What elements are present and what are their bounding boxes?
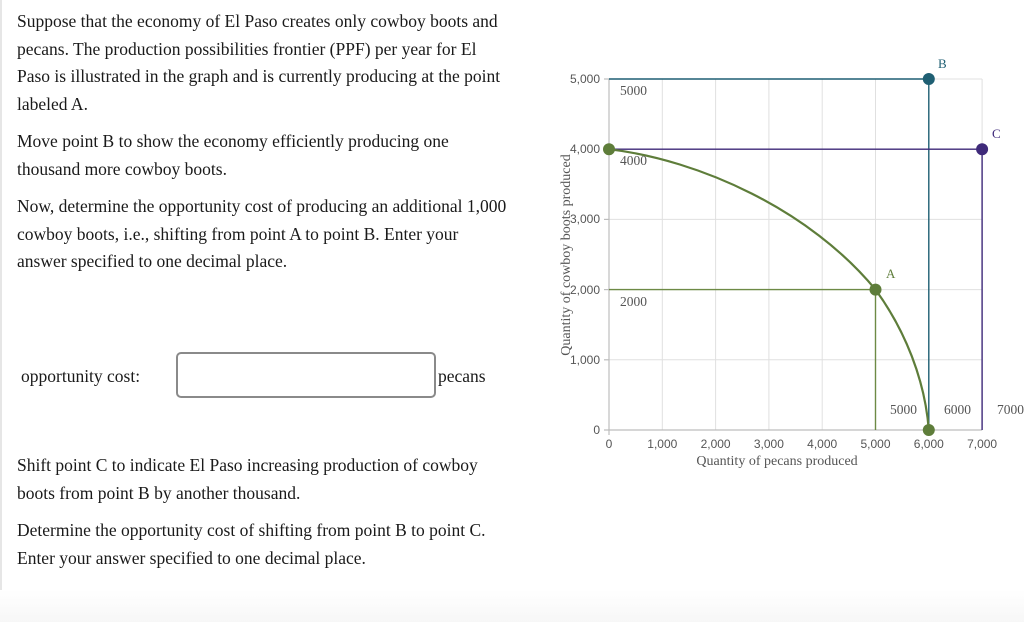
guide-label-x7000: 7000: [997, 402, 1024, 417]
y-tick-4000: 4,000: [570, 142, 600, 156]
ppf-endpoint-x[interactable]: [922, 424, 935, 436]
answer-row: opportunity cost: pecans: [21, 352, 501, 398]
question-step-4: Determine the opportunity cost of shifti…: [17, 520, 486, 568]
guide-label-x5000: 5000: [890, 402, 917, 417]
point-c-guides: [609, 148, 983, 430]
chart-grid: [609, 78, 983, 430]
y-tick-3000: 3,000: [570, 212, 600, 226]
page-bottom: [0, 590, 1024, 622]
x-tick-0: 0: [606, 437, 613, 451]
ppf-chart-svg: 5,000 4,000 3,000 2,000 1,000 0 0 1,000 …: [559, 56, 1024, 469]
guide-label-y4000: 4000: [620, 153, 647, 168]
point-c[interactable]: [976, 143, 989, 156]
y-tick-2000: 2,000: [570, 283, 600, 297]
guide-value-labels: 5000 4000 2000 5000 6000 7000: [620, 83, 1024, 417]
ppf-chart: 5,000 4,000 3,000 2,000 1,000 0 0 1,000 …: [540, 40, 1024, 480]
point-a-guides: [609, 288, 877, 430]
x-tick-6000: 6,000: [914, 437, 944, 451]
x-tick-3000: 3,000: [754, 437, 784, 451]
question-step-2: Now, determine the opportunity cost of p…: [17, 196, 507, 271]
point-a-label: A: [886, 266, 896, 281]
opportunity-cost-input[interactable]: [176, 352, 436, 398]
question-text-block: Suppose that the economy of El Paso crea…: [17, 8, 507, 286]
y-tick-0: 0: [593, 423, 600, 437]
point-a[interactable]: [869, 283, 882, 296]
x-axis-title: Quantity of pecans produced: [696, 454, 857, 469]
point-b[interactable]: [922, 73, 935, 85]
x-tick-1000: 1,000: [647, 437, 677, 451]
ppf-endpoint-y[interactable]: [603, 143, 615, 156]
x-tick-2000: 2,000: [701, 437, 731, 451]
answer-unit: pecans: [438, 366, 486, 386]
guide-label-y5000: 5000: [620, 83, 647, 98]
point-b-guides: [609, 78, 930, 430]
y-tick-labels: 5,000 4,000 3,000 2,000 1,000 0: [570, 72, 600, 437]
point-b-label: B: [938, 56, 947, 71]
chart-axes: [604, 78, 983, 435]
guide-label-y2000: 2000: [620, 294, 647, 309]
y-axis-title: Quantity of cowboy boots produced: [559, 154, 574, 355]
page-left-border: [0, 0, 2, 622]
question-text-block-2: Shift point C to indicate El Paso increa…: [17, 452, 507, 582]
question-step-1: Move point B to show the economy efficie…: [17, 131, 449, 179]
x-tick-labels: 0 1,000 2,000 3,000 4,000 5,000 6,000 7,…: [606, 437, 998, 451]
y-tick-1000: 1,000: [570, 353, 600, 367]
ppf-curve: [608, 148, 930, 431]
x-tick-4000: 4,000: [807, 437, 837, 451]
y-tick-5000: 5,000: [570, 72, 600, 86]
answer-label: opportunity cost:: [21, 366, 141, 386]
question-intro: Suppose that the economy of El Paso crea…: [17, 11, 501, 114]
question-step-3: Shift point C to indicate El Paso increa…: [17, 455, 478, 503]
point-c-label: C: [992, 126, 1001, 141]
x-tick-5000: 5,000: [860, 437, 890, 451]
x-tick-7000: 7,000: [967, 437, 997, 451]
guide-label-x6000: 6000: [944, 402, 971, 417]
